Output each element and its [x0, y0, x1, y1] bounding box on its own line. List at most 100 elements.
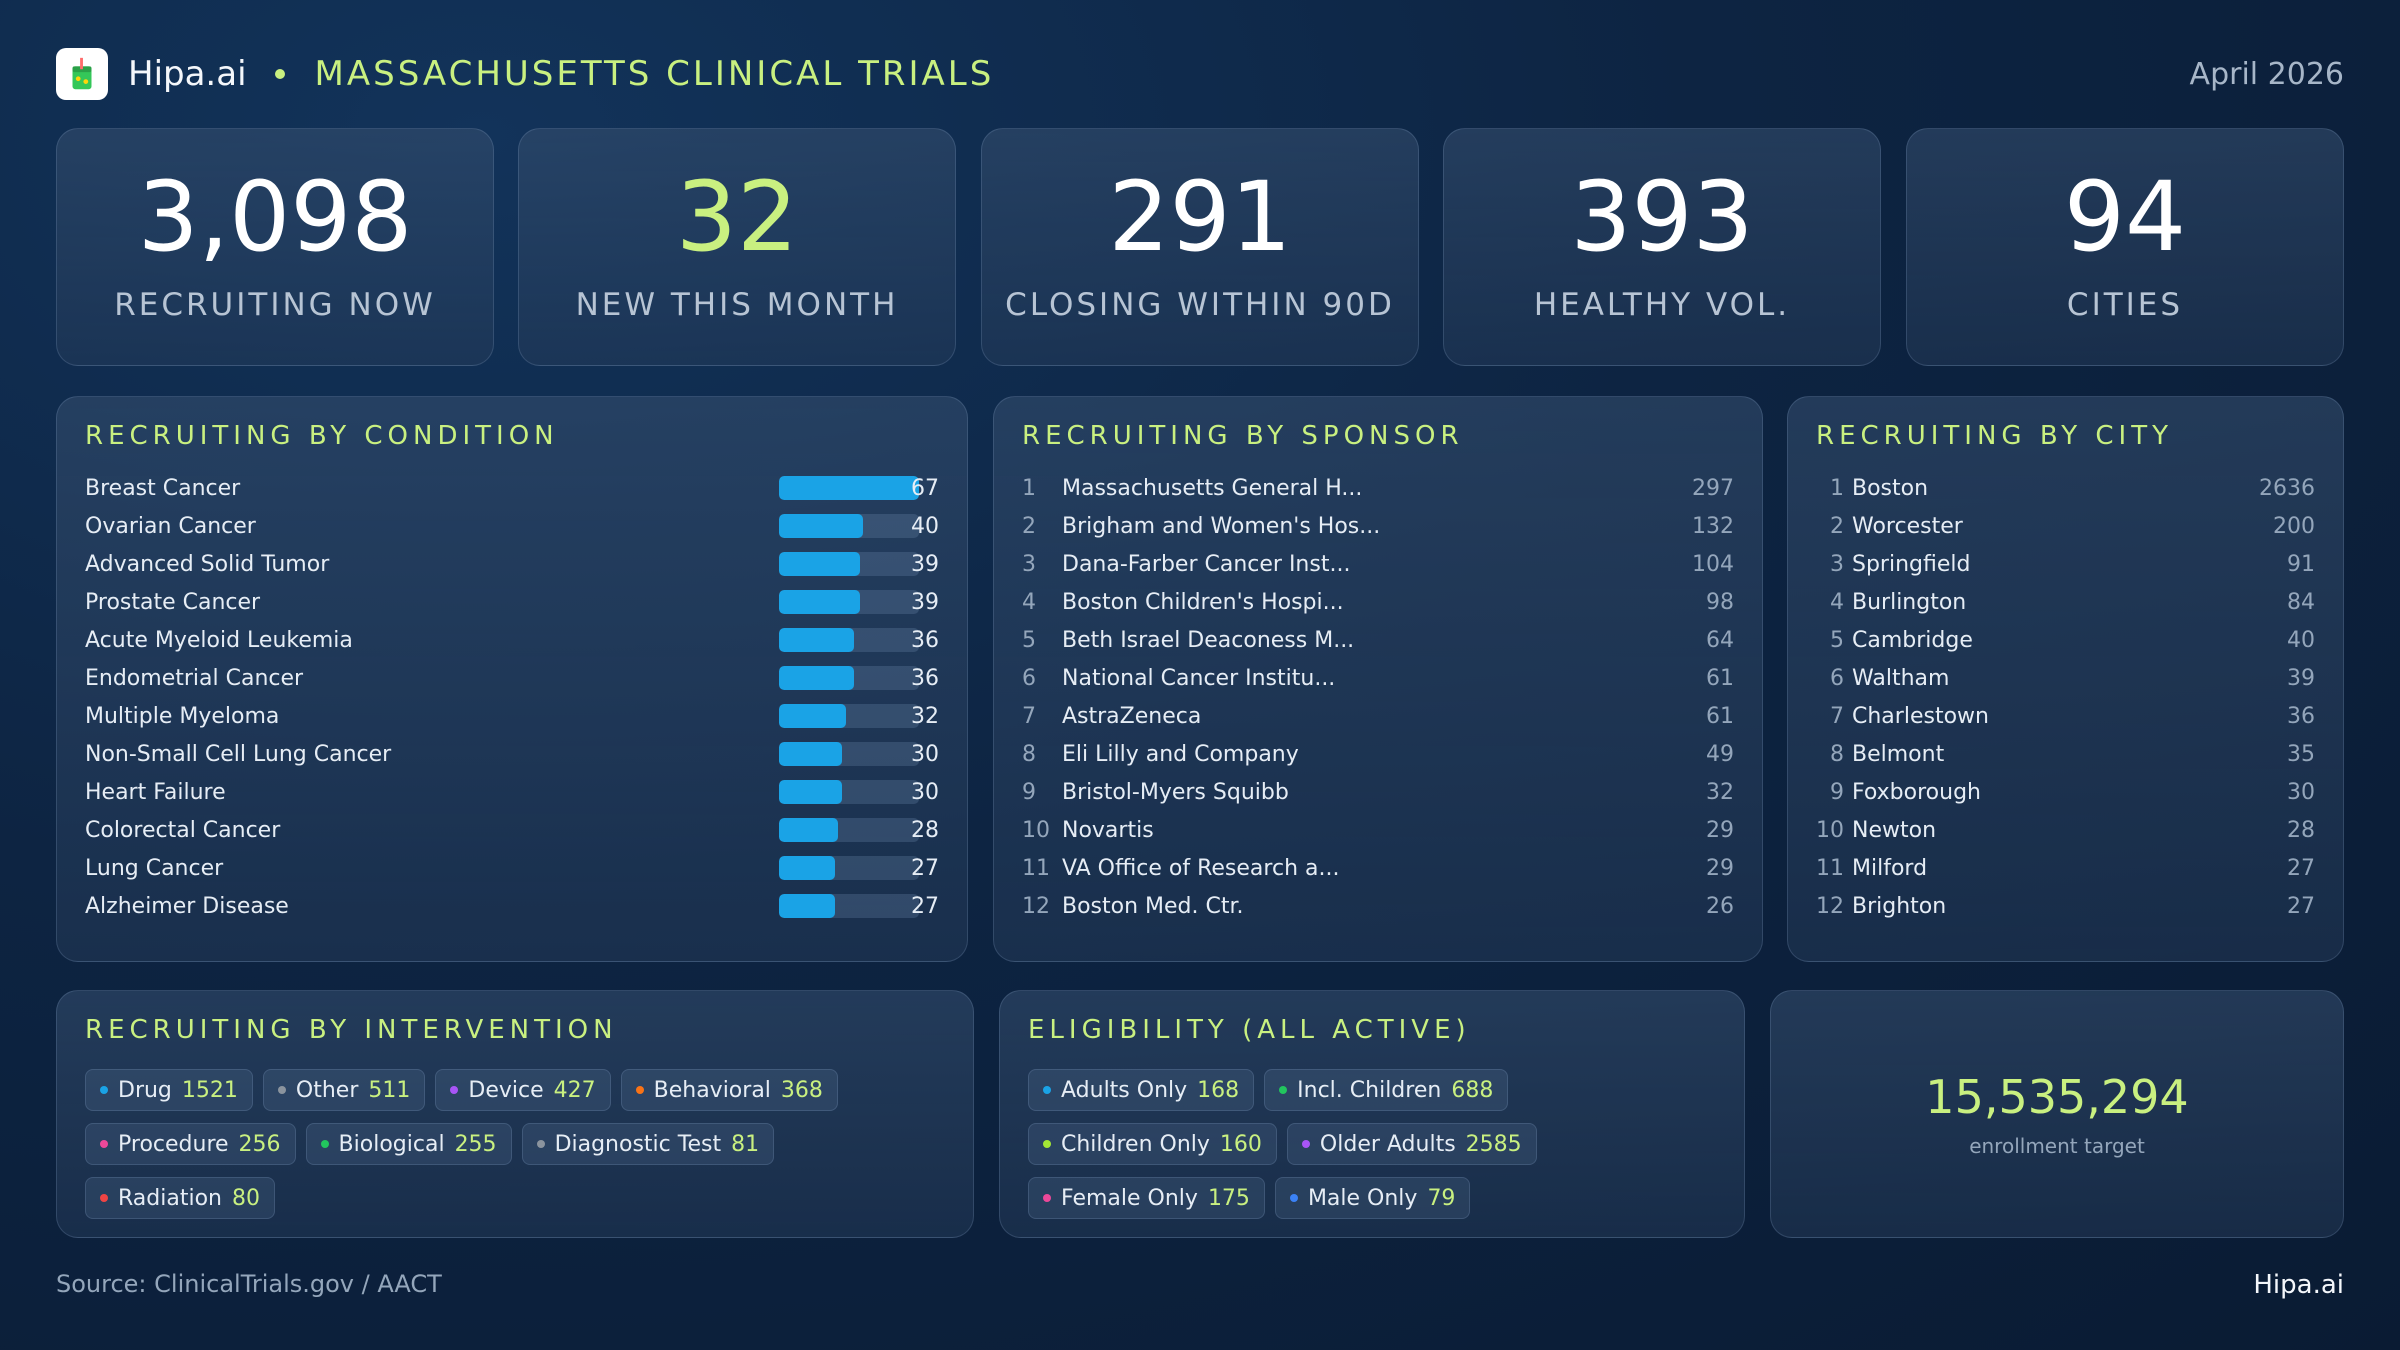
city-row-count: 36 [2287, 703, 2315, 729]
city-row: 11 Milford 27 [1816, 849, 2315, 887]
condition-name: Heart Failure [85, 779, 226, 805]
city-row-name: Belmont [1852, 741, 1945, 767]
city-row-count: 39 [2287, 665, 2315, 691]
sponsor-row-count: 29 [1706, 817, 1734, 843]
sponsor-row-name: Massachusetts General H... [1062, 475, 1363, 501]
city-row: 9 Foxborough 30 [1816, 773, 2315, 811]
rank-number: 6 [1830, 665, 1844, 691]
city-row: 7 Charlestown 36 [1816, 697, 2315, 735]
page-title: MASSACHUSETTS CLINICAL TRIALS [314, 54, 995, 94]
sponsor-row-count: 26 [1706, 893, 1734, 919]
header: Hipa.ai MASSACHUSETTS CLINICAL TRIALS Ap… [56, 46, 2344, 102]
city-panel: RECRUITING BY CITY 1 Boston 2636 2 Worcester… [1787, 396, 2344, 962]
rank-number: 4 [1022, 589, 1036, 615]
sponsor-list: 1 Massachusetts General H... 297 2 Brigham a… [1022, 469, 1734, 925]
separator-dot [274, 69, 285, 79]
eligibility-tag-label: Female Only [1061, 1185, 1198, 1211]
sponsor-row-name: VA Office of Research a... [1062, 855, 1340, 881]
condition-bar-track [779, 628, 919, 652]
sponsor-row: 1 Massachusetts General H... 297 [1022, 469, 1734, 507]
condition-bar-track [779, 666, 919, 690]
rank-number: 2 [1830, 513, 1844, 539]
city-row-name: Burlington [1852, 589, 1967, 615]
panel-title: RECRUITING BY CITY [1816, 421, 2173, 451]
rank-number: 12 [1022, 893, 1050, 919]
city-row-name: Foxborough [1852, 779, 1981, 805]
sponsor-row: 12 Boston Med. Ctr. 26 [1022, 887, 1734, 925]
intervention-tag: Biological 255 [305, 1123, 512, 1165]
stat-value: 393 [1570, 161, 1754, 273]
sponsor-row: 4 Boston Children's Hospi... 98 [1022, 583, 1734, 621]
city-row-count: 28 [2287, 817, 2315, 843]
eligibility-tag-label: Older Adults [1319, 1131, 1456, 1157]
city-row: 8 Belmont 35 [1816, 735, 2315, 773]
condition-bar-track [779, 818, 919, 842]
panel-title: ELIGIBILITY (ALL ACTIVE) [1028, 1015, 1471, 1045]
panel-title: RECRUITING BY INTERVENTION [85, 1015, 618, 1045]
sponsor-row-name: Boston Children's Hospi... [1062, 589, 1344, 615]
status-dot-icon [277, 1086, 286, 1094]
condition-count: 28 [911, 817, 939, 843]
eligibility-tag-count: 175 [1207, 1185, 1250, 1211]
condition-bar-track [779, 590, 919, 614]
stat-label: CLOSING WITHIN 90D [1005, 287, 1395, 323]
status-dot-icon [536, 1140, 545, 1148]
rank-number: 5 [1022, 627, 1036, 653]
intervention-tag-count: 256 [238, 1131, 281, 1157]
condition-row: Multiple Myeloma 32 [85, 697, 939, 735]
status-dot-icon [450, 1086, 459, 1094]
eligibility-tag-label: Children Only [1061, 1131, 1210, 1157]
sponsor-row-name: National Cancer Institu... [1062, 665, 1336, 691]
rank-number: 7 [1830, 703, 1844, 729]
condition-row: Lung Cancer 27 [85, 849, 939, 887]
intervention-tag: Other 511 [262, 1069, 426, 1111]
footer-source: Source: ClinicalTrials.gov / AACT [56, 1270, 442, 1298]
status-dot-icon [100, 1140, 108, 1148]
condition-bar [779, 514, 863, 538]
sponsor-row: 9 Bristol-Myers Squibb 32 [1022, 773, 1734, 811]
condition-bar-track [779, 742, 919, 766]
stat-label: NEW THIS MONTH [575, 287, 899, 323]
intervention-tag-count: 80 [231, 1185, 260, 1211]
condition-name: Prostate Cancer [85, 589, 261, 615]
intervention-tag-label: Device [468, 1077, 544, 1103]
city-row-count: 35 [2287, 741, 2315, 767]
intervention-tag: Radiation 80 [85, 1177, 275, 1219]
intervention-tag: Diagnostic Test 81 [521, 1123, 775, 1165]
status-dot-icon [1043, 1086, 1051, 1094]
rank-number: 3 [1022, 551, 1036, 577]
city-row-name: Worcester [1852, 513, 1963, 539]
condition-name: Colorectal Cancer [85, 817, 281, 843]
condition-bar-track [779, 514, 919, 538]
status-dot-icon [1301, 1140, 1310, 1148]
condition-panel: RECRUITING BY CONDITION Breast Cancer 67 O… [56, 396, 968, 962]
rank-number: 3 [1830, 551, 1844, 577]
eligibility-tag: Children Only 160 [1028, 1123, 1277, 1165]
city-row: 2 Worcester 200 [1816, 507, 2315, 545]
sponsor-row-name: Beth Israel Deaconess M... [1062, 627, 1355, 653]
condition-row: Non-Small Cell Lung Cancer 30 [85, 735, 939, 773]
eligibility-tag-count: 79 [1427, 1185, 1456, 1211]
city-row-name: Waltham [1852, 665, 1950, 691]
sponsor-row: 3 Dana-Farber Cancer Inst... 104 [1022, 545, 1734, 583]
condition-bar [779, 628, 855, 652]
condition-name: Multiple Myeloma [85, 703, 280, 729]
rank-number: 8 [1830, 741, 1844, 767]
condition-count: 30 [911, 779, 939, 805]
condition-count: 40 [911, 513, 939, 539]
stat-card-cities: 94 CITIES [1906, 128, 2344, 366]
drink-cup-icon [72, 57, 92, 90]
intervention-tag: Behavioral 368 [620, 1069, 838, 1111]
condition-count: 39 [911, 551, 939, 577]
condition-count: 27 [911, 855, 939, 881]
sponsor-row: 5 Beth Israel Deaconess M... 64 [1022, 621, 1734, 659]
status-dot-icon [100, 1194, 108, 1202]
condition-row: Acute Myeloid Leukemia 36 [85, 621, 939, 659]
city-row-name: Brighton [1852, 893, 1947, 919]
condition-row: Advanced Solid Tumor 39 [85, 545, 939, 583]
stat-value: 94 [2063, 161, 2187, 273]
sponsor-row: 7 AstraZeneca 61 [1022, 697, 1734, 735]
city-row-name: Milford [1852, 855, 1928, 881]
city-row: 12 Brighton 27 [1816, 887, 2315, 925]
sponsor-row-count: 64 [1706, 627, 1734, 653]
